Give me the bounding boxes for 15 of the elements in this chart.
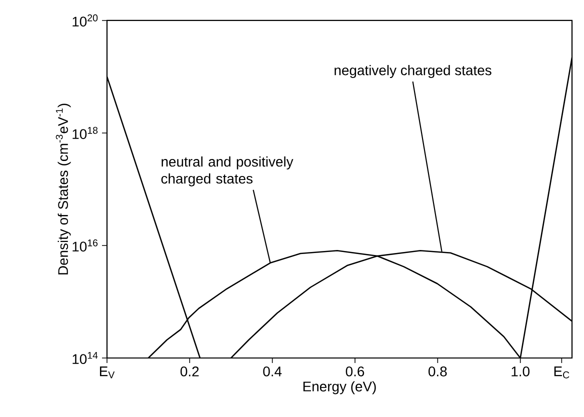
y-tick-label: 10$^{20}$: [72, 14, 98, 27]
x-tick-label: 0.8: [428, 366, 447, 376]
annotation: negatively charged states: [334, 65, 492, 78]
x-tick-label: 0.4: [263, 366, 282, 376]
y-tick-label: 10$^{16}$: [72, 239, 98, 252]
y-tick-label: 10$^{14}$: [72, 352, 98, 364]
x-tick-label: E$_{V}$: [100, 366, 115, 378]
x-tick-label: 0.6: [346, 366, 364, 376]
annotation: neutral and positively charged states: [161, 156, 294, 186]
y-tick-label: 10$^{18}$: [72, 126, 98, 140]
y-axis-title: Density of States (cm$^{-3}$eV$^{-1}$): [56, 104, 71, 274]
x-axis-title: Energy (eV): [303, 381, 376, 394]
x-tick-label: 0.2: [180, 366, 199, 376]
x-tick-label: E$_{C}$: [554, 366, 570, 378]
x-tick-label: 1.0: [512, 366, 530, 376]
